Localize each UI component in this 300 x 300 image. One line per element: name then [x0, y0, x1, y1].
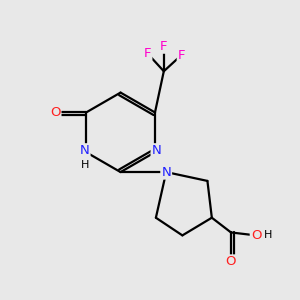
Text: O: O — [50, 106, 61, 119]
Text: O: O — [226, 255, 236, 268]
Text: N: N — [152, 144, 161, 157]
Text: H: H — [264, 230, 273, 240]
Text: F: F — [144, 47, 152, 60]
Text: N: N — [161, 166, 171, 178]
Text: F: F — [160, 40, 168, 53]
Text: O: O — [251, 229, 261, 242]
Text: N: N — [80, 144, 89, 157]
Text: F: F — [178, 49, 185, 62]
Text: H: H — [80, 160, 89, 170]
